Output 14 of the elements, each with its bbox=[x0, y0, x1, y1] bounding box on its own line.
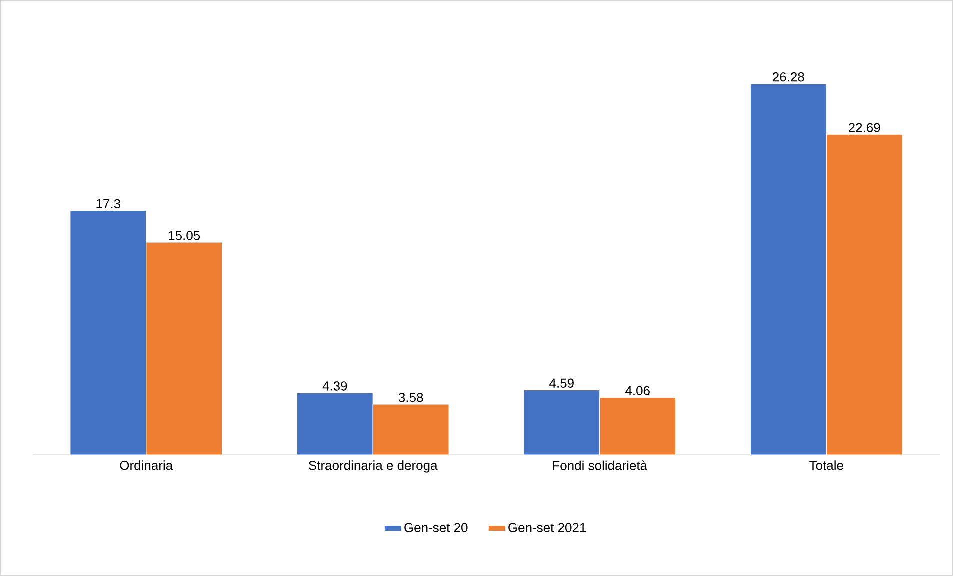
data-label: 22.69 bbox=[849, 123, 880, 132]
legend-label: Gen-set 20 bbox=[404, 523, 468, 532]
data-label: 26.28 bbox=[773, 72, 804, 82]
data-label: 4.59 bbox=[550, 378, 574, 388]
x-tick-label: Fondi solidarietà bbox=[553, 460, 648, 470]
data-label: 3.58 bbox=[398, 393, 424, 402]
x-tick-label: Totale bbox=[810, 460, 844, 470]
x-tick-label: Ordinaria bbox=[120, 460, 174, 470]
data-label: 4.39 bbox=[322, 382, 348, 391]
data-label: 15.05 bbox=[169, 231, 200, 240]
data-label: 4.06 bbox=[626, 386, 650, 396]
data-label: 17.3 bbox=[96, 199, 120, 209]
x-tick-label: Straordinaria e deroga bbox=[309, 460, 438, 473]
legend-label: Gen-set 2021 bbox=[508, 523, 586, 532]
